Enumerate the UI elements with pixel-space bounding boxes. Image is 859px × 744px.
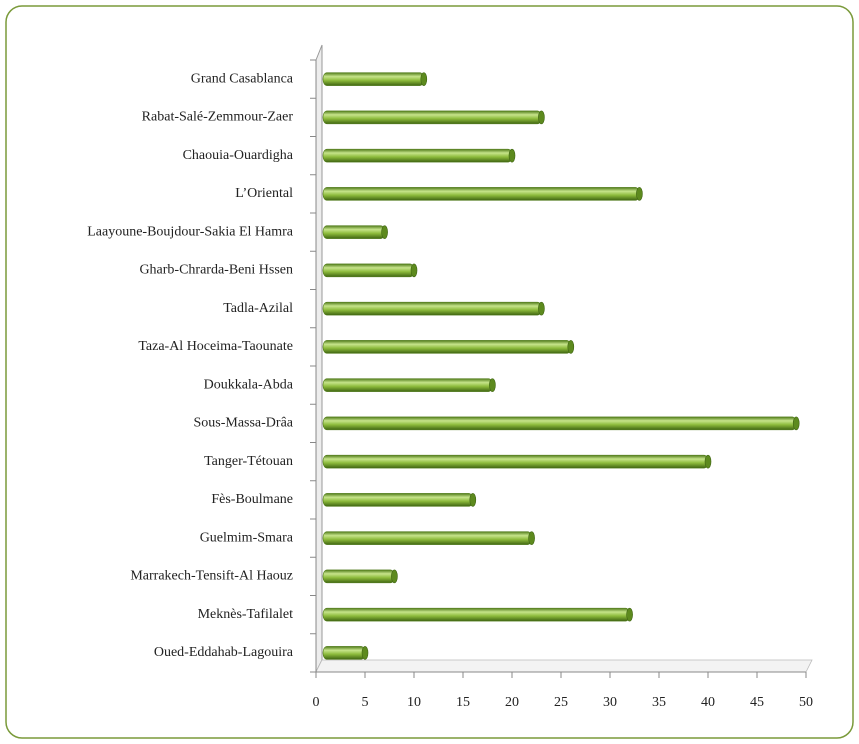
bar-cap: [361, 646, 369, 660]
y-tick-label: Sous-Massa-Drâa: [193, 416, 293, 431]
y-tick-label: Fès-Boulmane: [211, 492, 293, 507]
bar: [322, 225, 385, 239]
x-tick-label: 5: [362, 695, 369, 710]
x-tick-label: 40: [701, 695, 715, 710]
bar: [322, 493, 474, 507]
x-tick-label: 30: [603, 695, 617, 710]
bar-cap: [489, 378, 496, 392]
bar: [322, 569, 395, 584]
bar-cap: [636, 187, 643, 201]
y-tick-label: Marrakech-Tensift-Al Haouz: [130, 569, 293, 584]
bar-cap: [567, 340, 575, 354]
bar-cap: [508, 148, 516, 163]
x-tick-label: 25: [554, 695, 568, 710]
y-tick-label: Taza-Al Hoceima-Taounate: [138, 339, 293, 354]
x-tick-label: 10: [407, 695, 421, 710]
bar: [322, 340, 572, 354]
bar: [322, 187, 640, 201]
x-tick-label: 45: [750, 695, 764, 710]
bar: [322, 607, 630, 622]
bar-cap: [420, 72, 428, 86]
bar-cap: [538, 301, 545, 316]
bar-cap: [381, 225, 388, 239]
bar: [322, 531, 532, 545]
bar: [322, 110, 542, 125]
x-tick-label: 50: [799, 695, 813, 710]
y-tick-label: Chaouia-Ouardigha: [183, 148, 294, 163]
bar: [322, 263, 415, 278]
bar-cap: [410, 263, 418, 278]
y-tick-label: Laayoune-Boujdour-Sakia El Hamra: [87, 224, 294, 239]
y-tick-label: Tanger-Tétouan: [204, 454, 293, 469]
bar-cap: [528, 531, 535, 545]
y-tick-label: Oued-Eddahab-Lagouira: [154, 645, 294, 660]
x-tick-label: 20: [505, 695, 519, 710]
y-tick-label: L’Oriental: [235, 186, 293, 201]
y-tick-label: Gharb-Chrarda-Beni Hssen: [139, 263, 293, 278]
bar-cap: [704, 454, 712, 469]
y-tick-label: Meknès-Tafilalet: [198, 607, 294, 622]
back-wall: [315, 44, 323, 673]
x-tick-label: 35: [652, 695, 666, 710]
y-tick-label: Rabat-Salé-Zemmour-Zaer: [142, 110, 294, 125]
bar-cap: [469, 493, 477, 507]
bar: [322, 301, 542, 316]
bar: [322, 416, 797, 431]
y-tick-label: Guelmim-Smara: [200, 530, 294, 545]
bar: [322, 378, 493, 392]
bar-cap: [626, 607, 633, 622]
bar: [322, 72, 425, 86]
y-tick-label: Tadla-Azilal: [223, 301, 293, 316]
bar: [322, 646, 366, 660]
x-tick-label: 0: [313, 695, 320, 710]
bar: [322, 454, 709, 469]
y-tick-label: Grand Casablanca: [191, 71, 294, 86]
bar-cap: [391, 569, 398, 584]
bar-cap: [538, 110, 545, 125]
floor: [315, 659, 813, 673]
x-tick-label: 15: [456, 695, 470, 710]
y-tick-label: Doukkala-Abda: [204, 377, 294, 392]
bar-cap: [792, 416, 800, 431]
bar: [322, 148, 513, 163]
